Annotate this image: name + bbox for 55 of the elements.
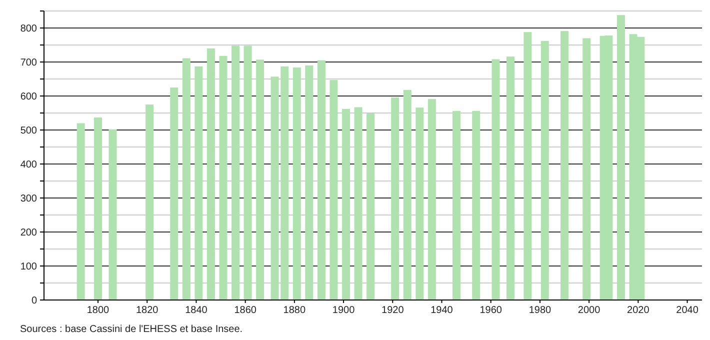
bar bbox=[232, 46, 240, 300]
bar bbox=[292, 67, 301, 300]
bar bbox=[354, 107, 362, 300]
source-note: Sources : base Cassini de l'EHESS et base Insee. bbox=[20, 324, 243, 335]
bar bbox=[108, 129, 117, 300]
bar bbox=[428, 99, 436, 300]
bar bbox=[244, 46, 252, 300]
bar bbox=[170, 88, 178, 300]
x-tick-label: 1920 bbox=[382, 305, 404, 316]
bar bbox=[330, 80, 338, 300]
bar bbox=[342, 108, 350, 300]
y-tick-label: 800 bbox=[20, 24, 38, 34]
bar bbox=[560, 31, 569, 300]
x-tick-label: 1960 bbox=[480, 305, 502, 316]
bar bbox=[76, 123, 85, 300]
bar bbox=[540, 40, 549, 300]
bar bbox=[452, 110, 460, 300]
bar bbox=[256, 60, 264, 300]
y-tick-label: 300 bbox=[20, 194, 38, 204]
bar bbox=[416, 108, 424, 300]
bar bbox=[403, 90, 412, 300]
x-tick-label: 1900 bbox=[332, 305, 356, 316]
bar bbox=[582, 38, 591, 300]
x-tick-label: 1880 bbox=[283, 305, 306, 316]
bar bbox=[616, 15, 625, 300]
y-tick-label: 700 bbox=[20, 58, 38, 68]
x-tick-label: 2000 bbox=[578, 305, 601, 316]
y-tick-label: 0 bbox=[31, 296, 38, 306]
x-tick-label: 1820 bbox=[136, 305, 159, 316]
bar bbox=[366, 113, 375, 300]
y-tick-label: 200 bbox=[20, 228, 38, 238]
bar bbox=[391, 97, 400, 300]
bar bbox=[492, 59, 500, 300]
y-tick-label: 500 bbox=[20, 126, 38, 136]
bar bbox=[317, 60, 326, 300]
x-tick-label: 1980 bbox=[528, 305, 552, 316]
y-tick-label: 100 bbox=[20, 262, 38, 272]
bar bbox=[506, 56, 514, 300]
bar bbox=[182, 58, 190, 300]
bar bbox=[206, 48, 215, 300]
x-tick-label: 1840 bbox=[185, 305, 208, 316]
x-tick-label: 2040 bbox=[676, 305, 699, 316]
bar bbox=[94, 117, 102, 300]
x-tick-label: 1800 bbox=[86, 305, 110, 316]
x-tick-label: 1860 bbox=[234, 305, 257, 316]
bar bbox=[194, 66, 203, 300]
bar bbox=[146, 104, 154, 300]
bar bbox=[305, 65, 314, 300]
y-tick-label: 400 bbox=[20, 160, 38, 170]
bar bbox=[219, 56, 228, 300]
bar bbox=[472, 110, 480, 300]
x-tick-label: 1940 bbox=[430, 305, 454, 316]
bar bbox=[524, 32, 532, 300]
x-tick-label: 2020 bbox=[627, 305, 650, 316]
y-tick-label: 600 bbox=[20, 92, 38, 102]
